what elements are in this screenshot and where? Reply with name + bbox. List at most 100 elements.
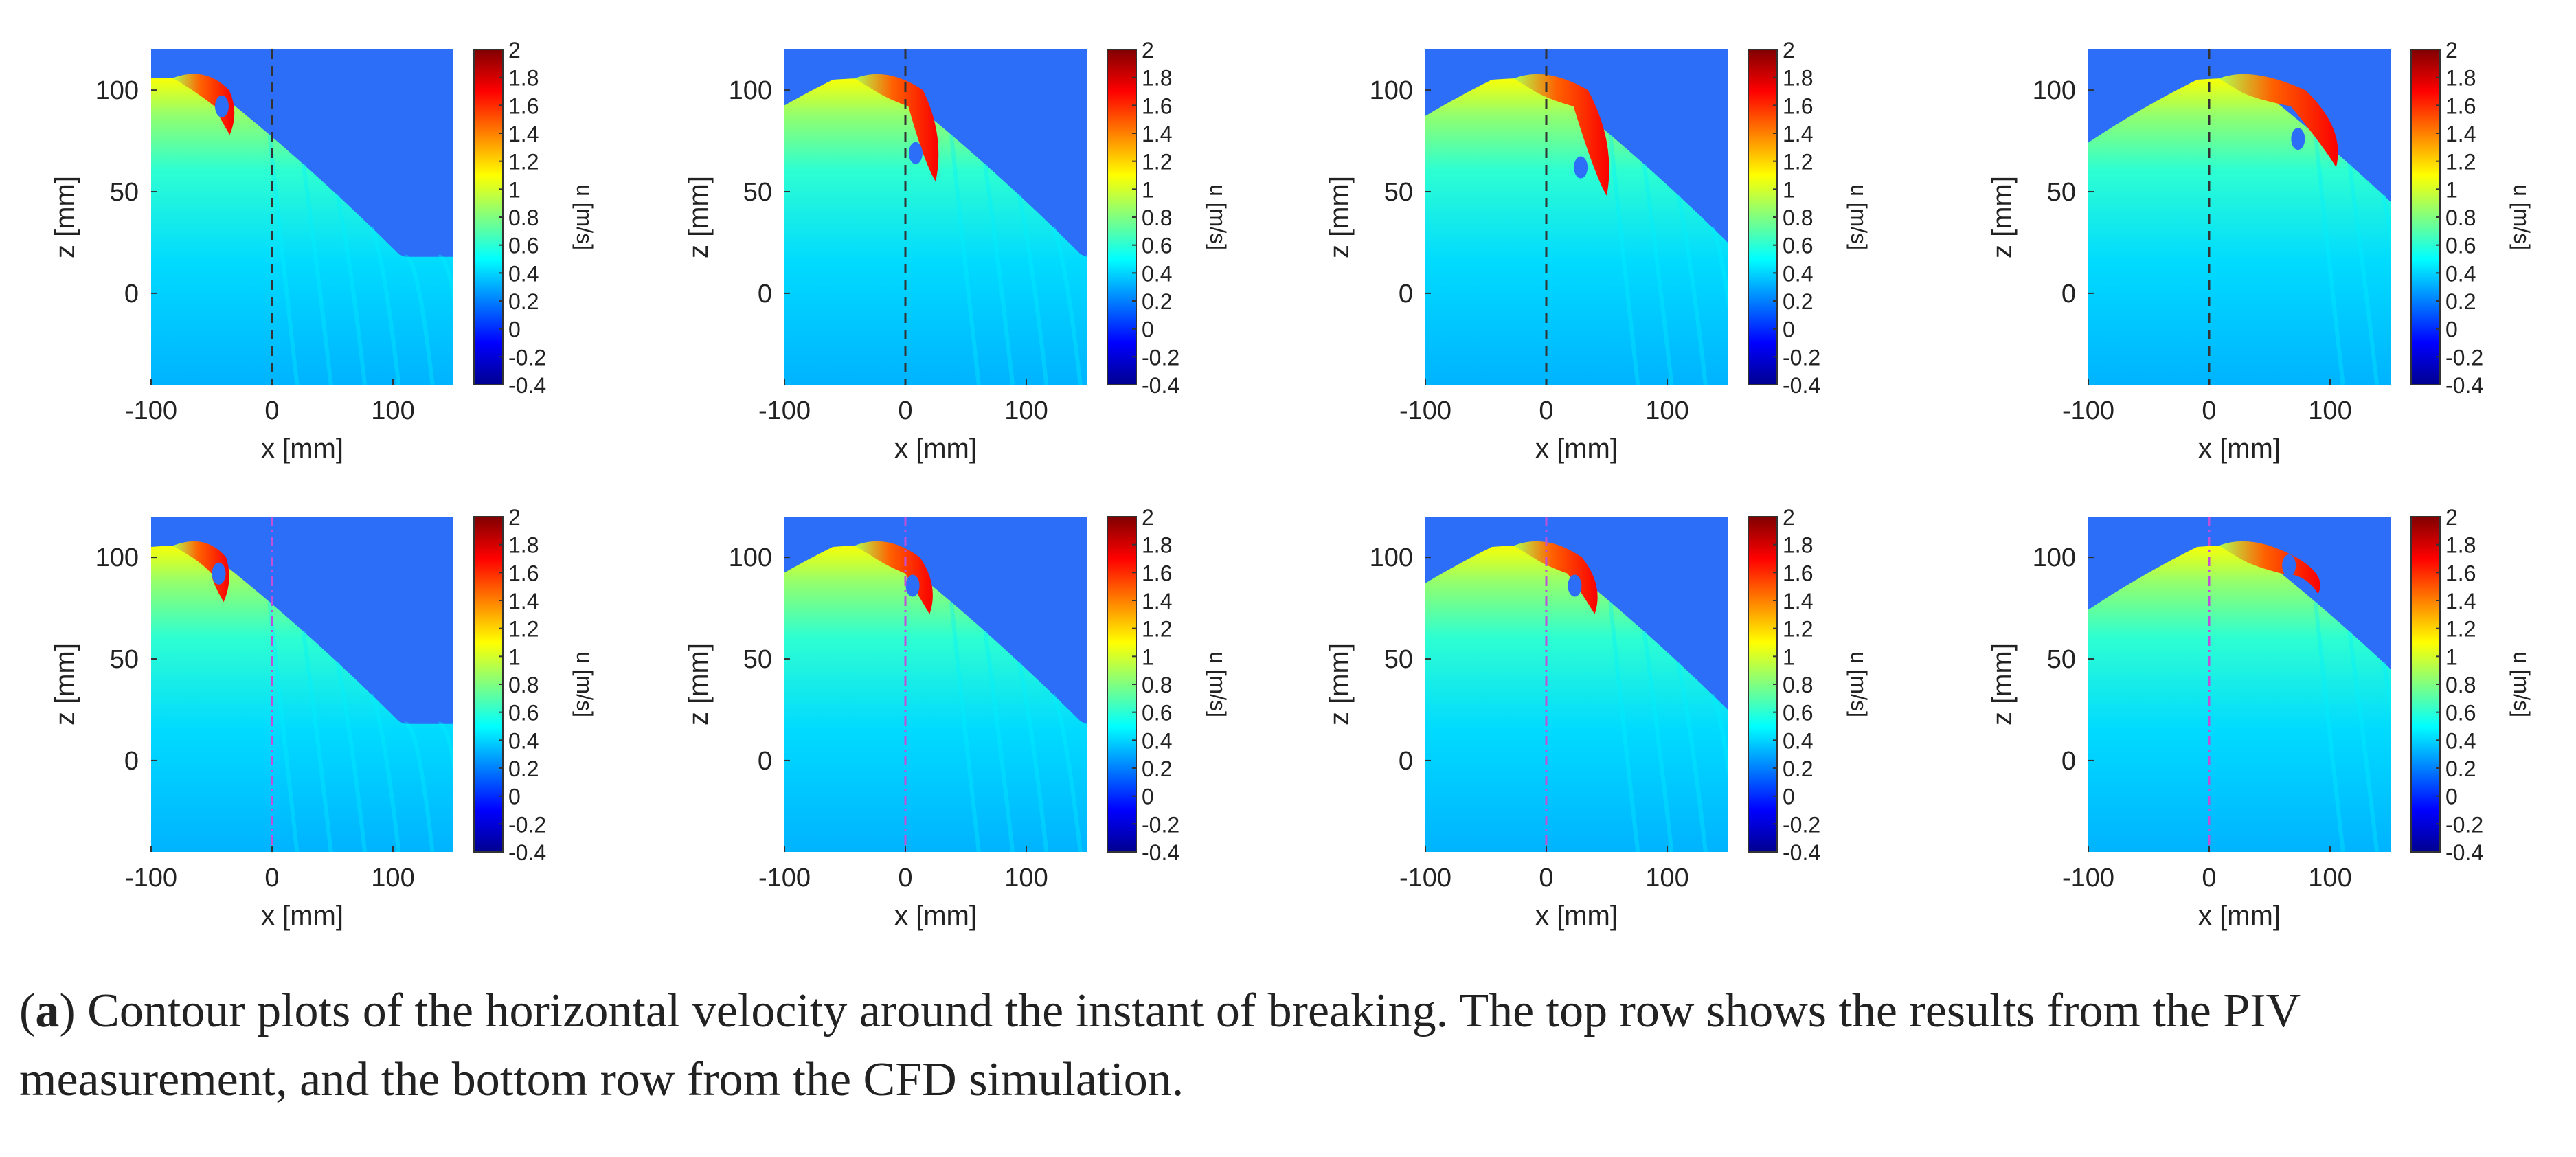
air-pocket [212, 562, 226, 585]
y-tick-label: 50 [110, 178, 139, 207]
colorbar-tick-label: 0.2 [1783, 756, 1813, 781]
colorbar-tick-label: 0.2 [508, 289, 539, 314]
water-region [2088, 545, 2391, 852]
x-tick-label: 100 [1645, 864, 1688, 892]
colorbar-tick-label: 0 [2445, 785, 2458, 809]
contour-band [438, 254, 453, 306]
air-pocket [908, 142, 923, 164]
colorbar-tick-label: -0.4 [1783, 373, 1820, 398]
breaking-crest [1513, 541, 1598, 614]
figure-caption: (a) Contour plots of the horizontal velo… [19, 985, 2300, 1106]
colorbar-tick-label: 1.6 [1142, 561, 1172, 585]
air-pocket [2291, 128, 2305, 150]
contour-band [2347, 631, 2380, 852]
x-tick-label: 0 [898, 396, 912, 425]
contour-band [2381, 662, 2391, 715]
y-tick-label: 50 [2047, 178, 2076, 207]
y-tick-label: 0 [2061, 747, 2076, 776]
colorbar-tick-label: 1.6 [2445, 93, 2476, 118]
contour-band [1017, 662, 1049, 852]
panel-piv-3: -100 0 100 100 50 0 x [mm] z [mm] 2 1.81.6 1.4 1.21… [1324, 38, 1871, 464]
colorbar-tick-label: 0.2 [2445, 756, 2476, 781]
colorbar-tick-label: 1 [1783, 177, 1795, 202]
colorbar-tick-label: -0.4 [1783, 840, 1820, 865]
contour-band [301, 164, 333, 385]
x-tick-label: 0 [264, 396, 279, 425]
colorbar-label: u [m/s] [1846, 184, 1871, 250]
colorbar-tick-label: 0 [1783, 785, 1795, 809]
colorbar-tick-label: 1.2 [508, 150, 539, 175]
colorbar-tick-label: 1.4 [1142, 589, 1172, 614]
colorbar-tick-label: 1 [2445, 177, 2458, 202]
colorbar-tick-label: 0.6 [2445, 234, 2476, 258]
y-axis-label: z [mm] [1324, 643, 1355, 726]
air-pocket [2282, 554, 2296, 576]
colorbar-tick-label: 0.2 [1142, 756, 1172, 781]
x-axis-label: x [mm] [1535, 901, 1618, 931]
colorbar-tick-label: 1.6 [508, 93, 539, 118]
y-tick-label: 0 [124, 280, 139, 308]
colorbar-tick-label: 1 [508, 177, 521, 202]
contour-band [2485, 256, 2512, 385]
colorbar-tick-label: 1 [1142, 177, 1154, 202]
contour-band [1642, 631, 1674, 852]
colorbar-label: u [m/s] [572, 184, 597, 250]
colorbar-tick-label: 1.6 [508, 561, 539, 585]
panel-cfd-6: -100 0 100 100 50 0 x [mm] z [mm] 2 1.8 1.6 1.4 1.21… [683, 505, 1230, 931]
colorbar-tick-label: 0.6 [2445, 701, 2476, 726]
y-axis-label: z [mm] [1324, 176, 1355, 258]
breaking-crest [172, 74, 235, 135]
contour-band [1050, 226, 1083, 385]
water-region [784, 545, 1087, 852]
y-tick-label: 50 [1384, 645, 1413, 674]
colorbar-tick-label: 1.8 [1142, 533, 1172, 558]
air-pocket [905, 574, 920, 597]
contour-band [983, 631, 1015, 852]
colorbar [1748, 49, 1778, 385]
colorbar-tick-label: 1.8 [1142, 66, 1172, 91]
colorbar-tick-label: 0.8 [1142, 205, 1172, 230]
x-tick-label: 0 [1539, 396, 1553, 425]
x-tick-label: -100 [758, 396, 811, 425]
y-tick-label: 100 [95, 76, 139, 105]
colorbar-tick-label: 0.4 [1142, 728, 1172, 753]
x-tick-label: 100 [371, 396, 414, 425]
contour-band [2313, 134, 2345, 385]
y-tick-label: 0 [758, 280, 772, 308]
colorbar-tick-label: 0.4 [1142, 261, 1172, 286]
colorbar-tick-label: 1.4 [1783, 122, 1813, 146]
colorbar-tick-label: 1.4 [508, 589, 539, 614]
x-tick-label: 0 [898, 864, 912, 892]
colorbar-tick-label: 2 [1142, 505, 1154, 530]
y-tick-label: 0 [1399, 747, 1413, 776]
water-region [1425, 545, 1728, 852]
y-tick-label: 100 [2033, 76, 2076, 105]
colorbar-tick-label: -0.2 [1783, 812, 1820, 837]
colorbar-tick-label: 0.2 [1142, 289, 1172, 314]
colorbar-tick-label: 1.8 [508, 66, 539, 91]
colorbar-tick-label: 2 [2445, 505, 2458, 530]
contour-band [335, 194, 368, 385]
contour-band [1608, 134, 1640, 385]
colorbar-tick-label: 0.4 [1783, 261, 1813, 286]
breaking-crest [172, 541, 229, 603]
panel-cfd-7: -100 0 100 100 50 0 x [mm] z [mm] 2 1.8 1.6 1.4 1.21… [1324, 505, 1871, 931]
x-axis-label: x [mm] [894, 901, 977, 931]
colorbar-tick-label: 0.4 [1783, 728, 1813, 753]
colorbar-tick-label: 0.6 [508, 701, 539, 726]
x-axis-label: x [mm] [2198, 434, 2281, 464]
x-axis-label: x [mm] [894, 434, 977, 464]
colorbar-tick-label: 0.6 [1783, 234, 1813, 258]
colorbar-tick-label: 1.4 [2445, 122, 2476, 146]
colorbar-tick-label: 1 [1783, 644, 1795, 669]
colorbar-tick-label: 2 [2445, 38, 2458, 63]
x-tick-label: 100 [1645, 396, 1688, 425]
y-tick-label: 100 [1370, 543, 1413, 572]
x-tick-label: -100 [125, 396, 177, 425]
x-axis-label: x [mm] [261, 901, 343, 931]
colorbar-tick-label: 1.4 [508, 122, 539, 146]
colorbar-tick-label: -0.2 [2445, 812, 2483, 837]
colorbar-tick-label: 1 [2445, 644, 2458, 669]
colorbar-tick-label: 0.8 [1783, 205, 1813, 230]
colorbar-tick-label: 0.2 [508, 756, 539, 781]
